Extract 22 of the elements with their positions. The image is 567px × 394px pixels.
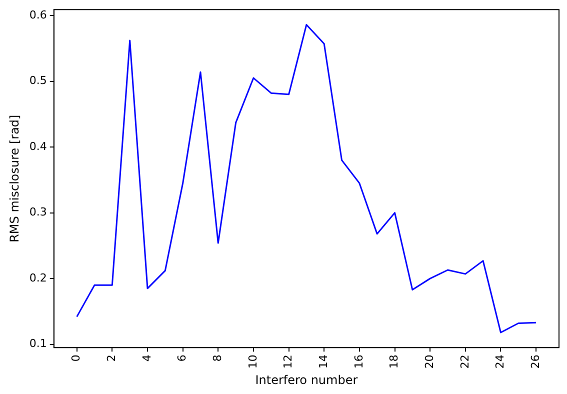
x-tick-label: 26 [528,354,542,369]
y-tick-label: 0.3 [29,206,47,219]
x-tick-label: 8 [211,354,224,362]
y-tick-label: 0.4 [29,140,47,153]
x-axis-title: Interfero number [255,372,358,387]
x-tick-label: 12 [282,354,295,369]
y-tick-label: 0.2 [29,271,47,284]
x-tick-label: 14 [316,354,330,369]
y-tick-label: 0.5 [29,74,47,88]
x-tick-label: 4 [140,354,154,362]
x-tick-label: 24 [494,354,507,369]
x-tick-label: 10 [246,354,260,369]
y-tick-label: 0.1 [29,337,47,350]
y-tick-label: 0.6 [29,8,47,22]
x-tick-label: 16 [352,354,366,369]
x-tick-label: 20 [422,354,436,369]
x-tick-label: 22 [458,354,472,369]
x-tick-label: 18 [388,354,401,369]
x-tick-label: 6 [176,354,189,362]
x-tick-label: 0 [70,354,83,362]
x-tick-label: 2 [105,354,118,362]
y-axis-title: RMS misclosure [rad] [7,114,22,242]
